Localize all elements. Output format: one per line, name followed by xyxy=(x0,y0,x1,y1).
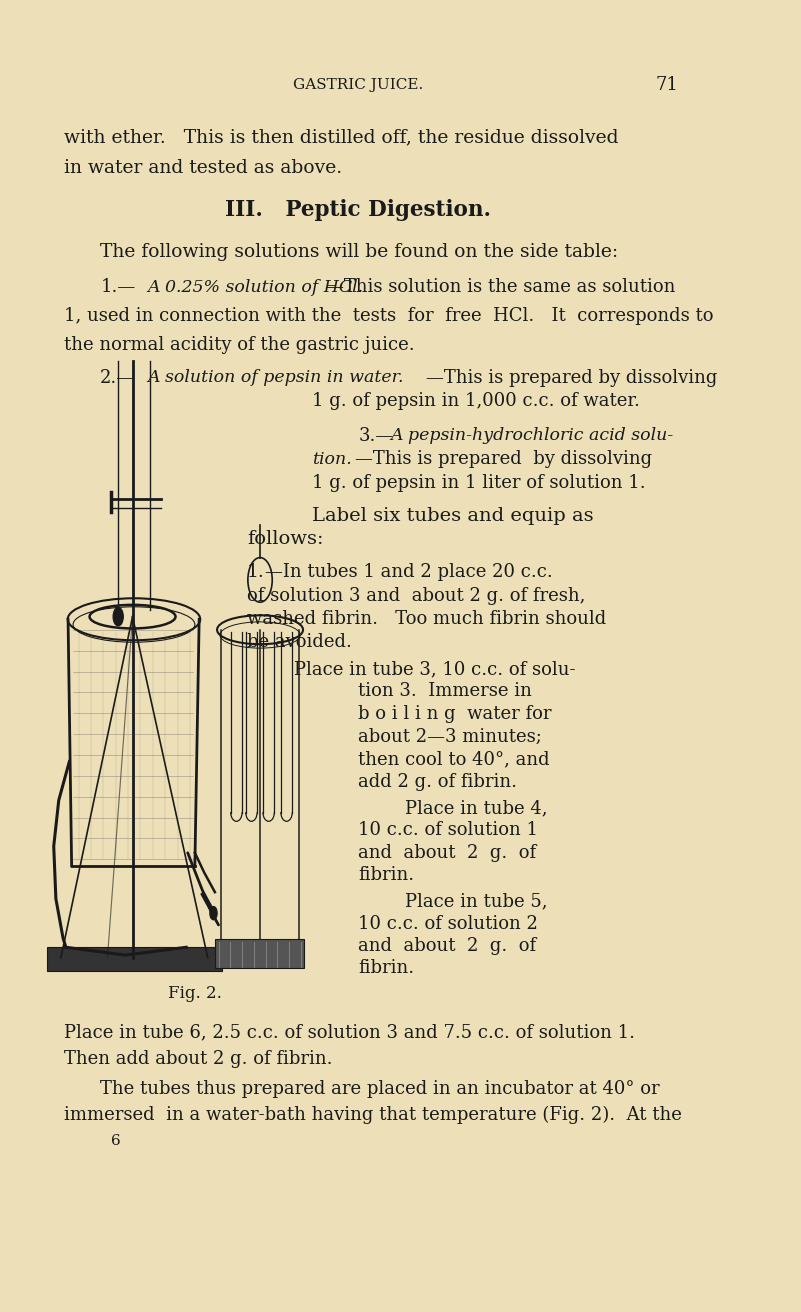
Text: Label six tubes and equip as: Label six tubes and equip as xyxy=(312,506,594,525)
Text: —In tubes 1 and 2 place 20 c.c.: —In tubes 1 and 2 place 20 c.c. xyxy=(265,563,553,581)
Text: the normal acidity of the gastric juice.: the normal acidity of the gastric juice. xyxy=(64,336,415,354)
Text: in water and tested as above.: in water and tested as above. xyxy=(64,159,343,177)
Text: 6: 6 xyxy=(111,1135,121,1148)
Text: The tubes thus prepared are placed in an incubator at 40° or: The tubes thus prepared are placed in an… xyxy=(100,1080,660,1098)
Text: —This solution is the same as solution: —This solution is the same as solution xyxy=(326,278,675,297)
Text: fibrin.: fibrin. xyxy=(358,866,414,884)
Text: Place in tube 5,: Place in tube 5, xyxy=(405,892,547,911)
Text: The following solutions will be found on the side table:: The following solutions will be found on… xyxy=(100,243,618,261)
Text: Fig. 2.: Fig. 2. xyxy=(168,985,222,1001)
Bar xyxy=(46,947,222,971)
Text: of solution 3 and  about 2 g. of fresh,: of solution 3 and about 2 g. of fresh, xyxy=(248,586,586,605)
Bar xyxy=(215,939,304,968)
Text: add 2 g. of fibrin.: add 2 g. of fibrin. xyxy=(358,773,517,791)
Text: and  about  2  g.  of: and about 2 g. of xyxy=(358,937,537,955)
Text: A 0.25% solution of HCl.: A 0.25% solution of HCl. xyxy=(147,279,363,295)
Text: Place in tube 6, 2.5 c.c. of solution 3 and 7.5 c.c. of solution 1.: Place in tube 6, 2.5 c.c. of solution 3 … xyxy=(64,1023,635,1042)
Text: then cool to 40°, and: then cool to 40°, and xyxy=(358,750,549,769)
Text: with ether.   This is then distilled off, the residue dissolved: with ether. This is then distilled off, … xyxy=(64,129,619,147)
Text: A pepsin-hydrochloric acid solu-: A pepsin-hydrochloric acid solu- xyxy=(390,428,674,443)
Text: tion.: tion. xyxy=(312,451,352,467)
Text: washed fibrin.   Too much fibrin should: washed fibrin. Too much fibrin should xyxy=(248,610,606,628)
Text: 1 g. of pepsin in 1,000 c.c. of water.: 1 g. of pepsin in 1,000 c.c. of water. xyxy=(312,392,639,411)
Text: 1 g. of pepsin in 1 liter of solution 1.: 1 g. of pepsin in 1 liter of solution 1. xyxy=(312,474,646,492)
Text: 2.—: 2.— xyxy=(100,369,135,387)
Text: immersed  in a water-bath having that temperature (Fig. 2).  At the: immersed in a water-bath having that tem… xyxy=(64,1106,682,1124)
Text: Place in tube 3, 10 c.c. of solu-: Place in tube 3, 10 c.c. of solu- xyxy=(294,660,575,678)
Circle shape xyxy=(210,907,217,920)
Text: 71: 71 xyxy=(655,76,678,94)
Text: —This is prepared  by dissolving: —This is prepared by dissolving xyxy=(355,450,652,468)
Text: about 2—3 minutes;: about 2—3 minutes; xyxy=(358,728,542,747)
Text: 1, used in connection with the  tests  for  free  HCl.   It  corresponds to: 1, used in connection with the tests for… xyxy=(64,307,714,325)
Text: Then add about 2 g. of fibrin.: Then add about 2 g. of fibrin. xyxy=(64,1050,333,1068)
Text: fibrin.: fibrin. xyxy=(358,959,414,977)
Text: 1.—: 1.— xyxy=(100,278,135,297)
Circle shape xyxy=(113,607,123,626)
Text: be avoided.: be avoided. xyxy=(248,632,352,651)
Text: 10 c.c. of solution 1: 10 c.c. of solution 1 xyxy=(358,821,538,840)
Text: 1.: 1. xyxy=(248,563,265,581)
Text: b o i l i n g  water for: b o i l i n g water for xyxy=(358,705,552,723)
Text: A solution of pepsin in water.: A solution of pepsin in water. xyxy=(147,370,404,386)
Text: 10 c.c. of solution 2: 10 c.c. of solution 2 xyxy=(358,914,538,933)
Text: —This is prepared by dissolving: —This is prepared by dissolving xyxy=(426,369,718,387)
Text: follows:: follows: xyxy=(248,530,324,548)
Text: Place in tube 4,: Place in tube 4, xyxy=(405,799,547,817)
Text: III.   Peptic Digestion.: III. Peptic Digestion. xyxy=(225,199,491,220)
Text: tion 3.  Immerse in: tion 3. Immerse in xyxy=(358,682,532,701)
Text: GASTRIC JUICE.: GASTRIC JUICE. xyxy=(293,79,423,92)
Text: and  about  2  g.  of: and about 2 g. of xyxy=(358,844,537,862)
Text: 3.—: 3.— xyxy=(358,426,393,445)
